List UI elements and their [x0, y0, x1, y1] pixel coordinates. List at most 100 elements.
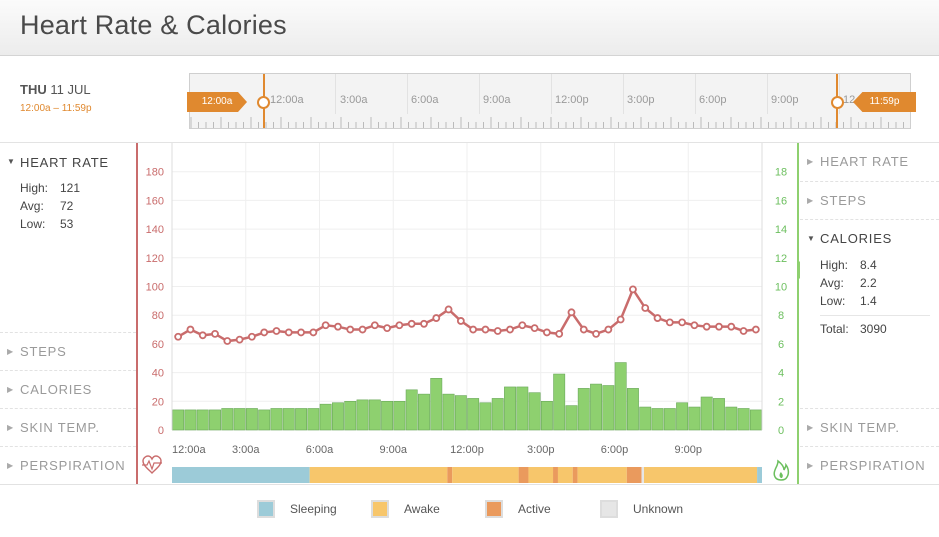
heart-rate-indicator-edge [136, 184, 137, 202]
calorie-bar [344, 400, 357, 431]
right-section-calories[interactable]: ▼ CALORIES [800, 219, 939, 257]
y-tick-label-right: 8 [778, 310, 784, 322]
end-handle[interactable]: 11:59p [853, 92, 916, 112]
calorie-bar [577, 388, 590, 431]
selected-date[interactable]: THU 11 JUL [20, 82, 91, 97]
heart-rate-point [653, 314, 662, 322]
section-label: PERSPIRATION [20, 458, 126, 473]
heart-rate-point [334, 322, 342, 331]
heart-rate-point [247, 332, 256, 341]
left-section-skin-temp[interactable]: ▶ SKIN TEMP. [0, 408, 136, 446]
stat-low: Low: 1.4 [820, 294, 877, 308]
legend-swatch-active [485, 500, 503, 518]
caret-right-icon: ▶ [807, 196, 814, 205]
right-section-heart-rate[interactable]: ▶ HEART RATE [800, 143, 939, 181]
stat-high: High: 121 [20, 181, 81, 195]
heart-rate-point [690, 321, 699, 330]
y-tick-label-left: 40 [152, 368, 164, 380]
caret-right-icon: ▶ [807, 423, 814, 432]
page-header: Heart Rate & Calories [0, 0, 939, 56]
heart-rate-point [542, 328, 551, 337]
x-tick-label: 12:00a [172, 444, 207, 456]
y-tick-label-right: 6 [778, 339, 784, 351]
caret-right-icon: ▶ [7, 385, 14, 394]
legend-label-awake: Awake [404, 502, 440, 516]
left-section-calories[interactable]: ▶ CALORIES [0, 370, 136, 408]
y-tick-label-right: 16 [775, 195, 787, 207]
flame-icon [773, 459, 790, 481]
heart-rate-point [592, 329, 600, 338]
calorie-bar [540, 400, 553, 431]
stat-avg: Avg: 2.2 [820, 276, 877, 290]
x-tick-label: 3:00p [527, 444, 555, 456]
y-tick-label-right: 10 [775, 282, 787, 294]
right-section-perspiration[interactable]: ▶ PERSPIRATION [800, 446, 939, 484]
day-month: 11 JUL [50, 82, 91, 97]
calorie-bar [319, 403, 332, 431]
timeline-divider [479, 74, 480, 114]
timeline-divider [839, 74, 840, 114]
heart-rate-point [678, 318, 687, 327]
section-label: SKIN TEMP. [20, 420, 100, 435]
stat-total: Total: 3090 [820, 322, 887, 336]
calorie-bar [233, 408, 246, 431]
calorie-bar [713, 398, 725, 431]
timeline-divider [335, 74, 336, 114]
activity-segment [757, 467, 762, 483]
calorie-bar [639, 406, 652, 431]
left-metrics-panel: ▼ HEART RATE High: 121 Avg: 72 Low: 53 ▶ ST… [0, 143, 136, 484]
y-tick-label-right: 14 [775, 224, 787, 236]
calorie-bar [676, 402, 689, 431]
left-section-perspiration[interactable]: ▶ PERSPIRATION [0, 446, 136, 484]
caret-right-icon: ▶ [7, 423, 14, 432]
calorie-bar [270, 408, 283, 431]
calorie-bar [209, 409, 221, 431]
activity-segment [172, 467, 310, 483]
heart-rate-point [198, 331, 207, 340]
caret-right-icon: ▶ [7, 461, 14, 470]
heart-rate-point [321, 321, 330, 330]
activity-segment [553, 467, 558, 483]
calorie-bar [381, 400, 394, 431]
calorie-bar [749, 409, 762, 431]
timeline-label: 3:00a [340, 94, 368, 106]
timeline-label: 3:00p [627, 94, 655, 106]
calorie-bar [418, 393, 430, 431]
x-tick-label: 6:00p [601, 444, 629, 456]
heart-rate-point [629, 285, 637, 294]
calorie-bar [307, 408, 320, 431]
calorie-bar [442, 393, 455, 431]
section-label: PERSPIRATION [820, 458, 926, 473]
y-tick-label-left: 0 [158, 425, 164, 437]
x-tick-label: 3:00a [232, 444, 260, 456]
timeline-label: 9:00p [771, 94, 799, 106]
left-section-heart-rate[interactable]: ▼ HEART RATE [0, 155, 136, 170]
x-tick-label: 12:00p [450, 444, 484, 456]
legend-swatch-awake [371, 500, 389, 518]
activity-segment [626, 467, 642, 483]
calorie-bar [282, 408, 295, 431]
y-tick-label-left: 100 [146, 282, 164, 294]
end-handle-knob[interactable] [831, 96, 844, 109]
heart-rate-calories-chart[interactable]: 0 20 40 60 80 100 120 140 160 180 0 2 4 6 8 10 12 14 16 18 1… [136, 143, 800, 484]
heart-rate-point [751, 325, 760, 334]
heart-rate-point [211, 329, 219, 338]
x-tick-label: 6:00a [306, 444, 334, 456]
start-handle-knob[interactable] [257, 96, 270, 109]
heart-rate-point [395, 321, 404, 330]
calorie-bar [528, 392, 541, 431]
start-handle[interactable]: 12:00a [187, 92, 247, 112]
left-section-steps[interactable]: ▶ STEPS [0, 332, 136, 370]
stat-avg: Avg: 72 [20, 199, 74, 213]
right-section-steps[interactable]: ▶ STEPS [800, 181, 939, 219]
caret-down-icon: ▼ [807, 234, 816, 243]
heart-rate-point [432, 314, 441, 322]
x-tick-label: 9:00a [379, 444, 407, 456]
activity-segment [577, 467, 627, 483]
right-section-skin-temp[interactable]: ▶ SKIN TEMP. [800, 408, 939, 446]
heart-rate-point [579, 325, 588, 334]
activity-segment [452, 467, 519, 483]
y-tick-label-left: 80 [152, 310, 164, 322]
activity-segment [644, 467, 758, 483]
activity-segment [447, 467, 453, 483]
